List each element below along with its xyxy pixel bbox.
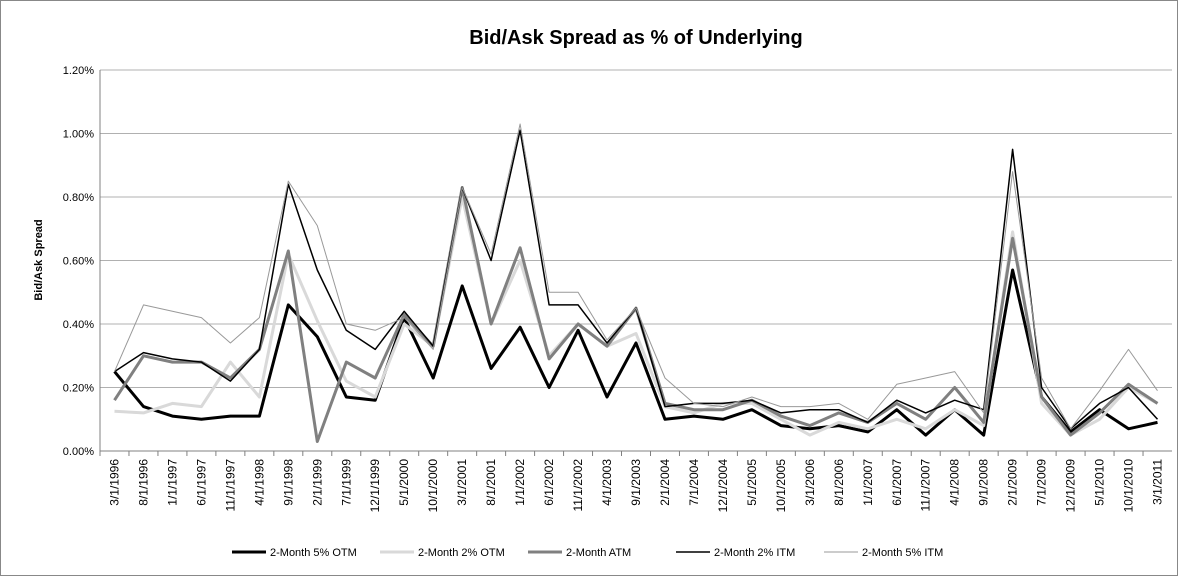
x-tick-label: 12/1/2009 [1064, 459, 1078, 513]
legend-label: 2-Month 2% ITM [714, 547, 795, 559]
x-tick-label: 9/1/2003 [629, 459, 643, 506]
legend-label: 2-Month 5% OTM [270, 547, 357, 559]
x-tick-label: 6/1/1997 [194, 459, 208, 506]
x-tick-label: 2/1/1999 [310, 459, 324, 506]
x-tick-label: 11/1/2002 [571, 459, 585, 512]
x-tick-label: 7/1/1999 [339, 459, 353, 506]
x-tick-label: 12/1/1999 [368, 459, 382, 513]
x-tick-label: 10/1/2010 [1122, 459, 1136, 513]
x-tick-label: 5/1/2010 [1093, 459, 1107, 506]
x-tick-label: 4/1/1998 [252, 459, 266, 506]
x-tick-label: 12/1/2004 [716, 459, 730, 513]
x-tick-label: 1/1/2007 [861, 459, 875, 506]
y-tick-label: 1.00% [63, 129, 94, 141]
x-tick-label: 2/1/2009 [1006, 459, 1020, 506]
legend-label: 2-Month ATM [566, 547, 631, 559]
series-line [114, 123, 1158, 430]
x-tick-label: 7/1/2004 [687, 459, 701, 506]
x-tick-label: 9/1/1998 [281, 459, 295, 506]
x-tick-label: 5/1/2005 [745, 459, 759, 506]
series-line [113, 268, 1158, 437]
x-tick-label: 1/1/1997 [165, 459, 179, 506]
x-tick-label: 4/1/2008 [948, 459, 962, 506]
x-tick-label: 5/1/2000 [397, 459, 411, 506]
chart-title: Bid/Ask Spread as % of Underlying [469, 27, 802, 49]
x-tick-label: 3/1/1996 [107, 459, 121, 506]
x-tick-label: 3/1/2011 [1151, 459, 1165, 505]
y-tick-label: 0.40% [63, 319, 94, 331]
y-axis-title: Bid/Ask Spread [33, 219, 45, 300]
x-tick-label: 11/1/2007 [919, 459, 933, 512]
x-tick-label: 7/1/2009 [1035, 459, 1049, 506]
x-tick-label: 8/1/2001 [484, 459, 498, 506]
x-tick-label: 1/1/2002 [513, 459, 527, 506]
x-tick-label: 11/1/1997 [223, 459, 237, 512]
y-tick-label: 1.20% [63, 65, 94, 77]
x-tick-label: 10/1/2000 [426, 459, 440, 513]
x-tick-label: 8/1/2006 [832, 459, 846, 506]
x-tick-label: 9/1/2008 [977, 459, 991, 506]
y-tick-label: 0.80% [63, 192, 94, 204]
y-tick-label: 0.20% [63, 383, 94, 395]
x-tick-label: 10/1/2005 [774, 459, 788, 513]
y-tick-label: 0.00% [63, 446, 94, 458]
x-tick-label: 2/1/2004 [658, 459, 672, 506]
legend-label: 2-Month 5% ITM [862, 547, 943, 559]
x-tick-label: 3/1/2001 [455, 459, 469, 506]
legend-label: 2-Month 2% OTM [418, 547, 505, 559]
x-tick-label: 8/1/1996 [136, 459, 150, 506]
x-tick-label: 6/1/2002 [542, 459, 556, 506]
y-tick-label: 0.60% [63, 256, 94, 268]
x-tick-label: 6/1/2007 [890, 459, 904, 506]
x-tick-label: 3/1/2006 [803, 459, 817, 506]
x-tick-label: 4/1/2003 [600, 459, 614, 506]
